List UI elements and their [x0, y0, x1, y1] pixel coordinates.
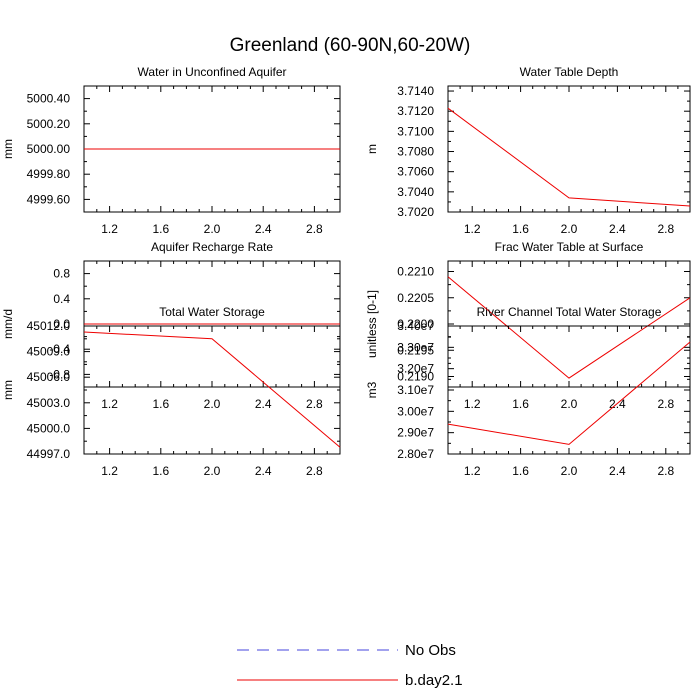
- y-tick-label: 0.2205: [397, 291, 434, 305]
- series-line-b-day2-1: [447, 341, 691, 445]
- y-tick-label: 5000.40: [27, 92, 71, 106]
- y-tick-label: 4999.60: [27, 192, 71, 206]
- series-line-b-day2-1: [447, 107, 691, 207]
- x-tick-label: 1.6: [152, 222, 169, 236]
- y-axis-label: mm: [1, 139, 15, 159]
- y-tick-label: 0.2195: [397, 343, 434, 357]
- chart-title: Water Table Depth: [520, 65, 619, 79]
- y-tick-label: 3.7060: [397, 165, 434, 179]
- x-tick-label: 2.0: [561, 222, 578, 236]
- y-tick-label: -0.8: [49, 367, 70, 381]
- x-tick-label: 1.2: [464, 222, 481, 236]
- chart-title: Aquifer Recharge Rate: [151, 240, 273, 254]
- x-tick-label: 2.8: [657, 222, 674, 236]
- y-tick-label: 3.7140: [397, 84, 434, 98]
- y-tick-label: 45003.0: [27, 396, 71, 410]
- y-tick-label: 3.7080: [397, 145, 434, 159]
- chart-title: River Channel Total Water Storage: [477, 305, 662, 319]
- y-tick-label: 5000.20: [27, 117, 71, 131]
- figure-title: Greenland (60-90N,60-20W): [230, 35, 471, 56]
- chart-panel-6: River Channel Total Water Storage m3 1.2 1.…: [365, 305, 691, 478]
- x-tick-label: 1.6: [512, 464, 529, 478]
- y-tick-label: 45012.0: [27, 319, 71, 333]
- y-axis-label: mm: [1, 380, 15, 400]
- x-tick-label: 2.8: [306, 464, 323, 478]
- plot-frame: [83, 325, 341, 455]
- x-tick-label: 2.4: [609, 222, 626, 236]
- y-axis-label: m: [365, 144, 379, 154]
- y-tick-label: 3.40e7: [397, 319, 434, 333]
- x-tick-label: 2.0: [204, 464, 221, 478]
- x-tick-label: 1.2: [464, 464, 481, 478]
- chart-title: Water in Unconfined Aquifer: [138, 65, 287, 79]
- series-line-b-day2-1: [83, 331, 341, 448]
- x-tick-label: 1.6: [152, 397, 169, 411]
- x-tick-label: 1.2: [101, 222, 118, 236]
- legend-label-b-day2-1: b.day2.1: [405, 672, 463, 689]
- y-axis-label: mm/d: [1, 309, 15, 339]
- y-tick-label: 45009.0: [27, 345, 71, 359]
- x-tick-label: 2.0: [561, 464, 578, 478]
- x-tick-label: 2.8: [657, 464, 674, 478]
- x-tick-label: 2.8: [306, 222, 323, 236]
- x-tick-label: 2.4: [609, 464, 626, 478]
- x-tick-label: 1.2: [464, 397, 481, 411]
- y-axis-label: unitless [0-1]: [365, 290, 379, 358]
- y-tick-label: 5000.00: [27, 142, 71, 156]
- y-tick-label: 3.30e7: [397, 340, 434, 354]
- x-tick-label: 2.0: [204, 397, 221, 411]
- chart-panel-2: Water Table Depth m 1.2 1.6 2.0 2.4 2.8 3.7020 3…: [365, 65, 691, 236]
- y-tick-label: 44997.0: [27, 447, 71, 461]
- x-tick-label: 1.2: [101, 397, 118, 411]
- x-tick-label: 1.2: [101, 464, 118, 478]
- legend-label-no-obs: No Obs: [405, 642, 456, 659]
- y-tick-label: 3.10e7: [397, 383, 434, 397]
- x-tick-label: 2.8: [306, 397, 323, 411]
- y-axis-label: m3: [365, 381, 379, 398]
- x-tick-label: 2.4: [255, 397, 272, 411]
- x-tick-label: 1.6: [512, 397, 529, 411]
- x-tick-label: 2.4: [255, 464, 272, 478]
- chart-panel-1: Water in Unconfined Aquifer mm 1.2 1.6 2.0 2.…: [1, 65, 341, 236]
- chart-panel-5: Total Water Storage mm 1.2 1.6 2.0 2.4 2.8 4499…: [1, 305, 341, 478]
- y-tick-label: -0.4: [49, 342, 70, 356]
- x-tick-label: 2.0: [204, 222, 221, 236]
- y-tick-label: 45006.0: [27, 370, 71, 384]
- y-tick-label: 2.90e7: [397, 426, 434, 440]
- plot-frame: [447, 260, 691, 388]
- y-tick-label: 0.2210: [397, 265, 434, 279]
- plot-frame: [447, 325, 691, 455]
- chart-panel-4: Frac Water Table at Surface unitless [0-1…: [365, 240, 691, 411]
- y-tick-label: 3.7040: [397, 185, 434, 199]
- y-tick-label: 3.7020: [397, 205, 434, 219]
- x-tick-label: 2.8: [657, 397, 674, 411]
- legend: No Obs b.day2.1: [237, 642, 463, 689]
- y-tick-label: 3.00e7: [397, 404, 434, 418]
- y-tick-label: 3.20e7: [397, 362, 434, 376]
- y-tick-label: 0.8: [53, 267, 70, 281]
- series-line-b-day2-1: [447, 276, 691, 379]
- x-tick-label: 2.4: [255, 222, 272, 236]
- chart-title: Frac Water Table at Surface: [495, 240, 644, 254]
- y-tick-label: 4999.80: [27, 167, 71, 181]
- y-tick-label: 45000.0: [27, 421, 71, 435]
- plot-frame: [447, 85, 691, 213]
- y-tick-label: 3.7100: [397, 124, 434, 138]
- chart-panel-3: Aquifer Recharge Rate mm/d 1.2 1.6 2.0 2.4 2.8…: [1, 240, 341, 411]
- x-tick-label: 1.6: [512, 222, 529, 236]
- x-tick-label: 2.0: [561, 397, 578, 411]
- y-tick-label: 0.0: [53, 317, 70, 331]
- y-tick-label: 0.4: [53, 292, 70, 306]
- y-tick-label: 2.80e7: [397, 447, 434, 461]
- chart-title: Total Water Storage: [159, 305, 265, 319]
- y-tick-label: 0.2200: [397, 317, 434, 331]
- x-tick-label: 1.6: [152, 464, 169, 478]
- chart-panels: Water in Unconfined Aquifer mm 1.2 1.6 2.0 2.…: [1, 65, 691, 478]
- y-tick-label: 3.7120: [397, 104, 434, 118]
- y-tick-label: 0.2190: [397, 370, 434, 384]
